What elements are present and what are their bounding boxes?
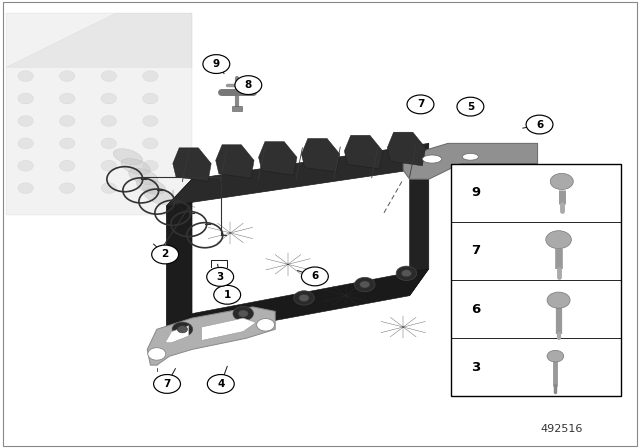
Circle shape [172, 322, 193, 336]
Circle shape [60, 93, 75, 104]
Circle shape [299, 294, 309, 302]
Circle shape [143, 71, 158, 82]
Text: 4: 4 [217, 379, 225, 389]
Circle shape [233, 306, 253, 321]
Text: 2: 2 [161, 250, 169, 259]
Circle shape [457, 97, 484, 116]
Ellipse shape [121, 159, 150, 175]
Polygon shape [166, 143, 429, 206]
Circle shape [18, 183, 33, 194]
Polygon shape [301, 138, 340, 172]
Text: 492516: 492516 [540, 424, 582, 434]
Circle shape [207, 375, 234, 393]
Polygon shape [410, 143, 429, 296]
Polygon shape [166, 269, 429, 340]
Circle shape [401, 270, 412, 277]
Circle shape [407, 95, 434, 114]
Ellipse shape [144, 188, 173, 204]
Bar [451, 164, 621, 396]
Text: 6: 6 [471, 302, 480, 316]
Circle shape [301, 267, 328, 286]
Text: 7: 7 [471, 244, 480, 258]
Circle shape [396, 266, 417, 280]
Circle shape [143, 183, 158, 194]
Text: 9: 9 [471, 186, 480, 199]
Circle shape [143, 93, 158, 104]
Polygon shape [344, 135, 383, 169]
Circle shape [177, 326, 188, 333]
Ellipse shape [113, 149, 143, 165]
Circle shape [207, 267, 234, 286]
Circle shape [238, 310, 248, 317]
Polygon shape [202, 318, 256, 340]
Circle shape [360, 281, 370, 288]
Circle shape [101, 138, 116, 149]
Text: 1: 1 [223, 290, 231, 300]
Circle shape [143, 160, 158, 171]
Circle shape [355, 277, 375, 292]
Circle shape [18, 93, 33, 104]
Ellipse shape [129, 168, 158, 185]
Circle shape [546, 231, 572, 249]
Polygon shape [403, 143, 538, 179]
Text: 3: 3 [471, 361, 480, 374]
Circle shape [526, 115, 553, 134]
Ellipse shape [136, 178, 166, 194]
Text: 9: 9 [212, 59, 220, 69]
Circle shape [294, 291, 314, 305]
Text: 6: 6 [311, 271, 319, 281]
Text: 7: 7 [163, 379, 171, 389]
Circle shape [18, 116, 33, 126]
Polygon shape [165, 326, 189, 343]
Circle shape [18, 138, 33, 149]
Circle shape [257, 319, 275, 331]
Text: 6: 6 [536, 120, 543, 129]
Text: 8: 8 [244, 80, 252, 90]
Circle shape [143, 116, 158, 126]
Circle shape [547, 350, 564, 362]
Circle shape [235, 76, 262, 95]
Circle shape [101, 160, 116, 171]
Ellipse shape [422, 155, 442, 163]
Polygon shape [173, 148, 211, 181]
Circle shape [60, 116, 75, 126]
Polygon shape [6, 13, 192, 67]
Ellipse shape [462, 153, 479, 160]
Polygon shape [216, 145, 254, 178]
Circle shape [101, 93, 116, 104]
Circle shape [101, 116, 116, 126]
Circle shape [203, 55, 230, 73]
Circle shape [60, 183, 75, 194]
Circle shape [547, 292, 570, 308]
Polygon shape [147, 307, 275, 365]
Circle shape [550, 173, 573, 190]
Circle shape [18, 160, 33, 171]
Polygon shape [387, 132, 426, 166]
Circle shape [154, 375, 180, 393]
Circle shape [60, 138, 75, 149]
Text: 7: 7 [417, 99, 424, 109]
Circle shape [143, 138, 158, 149]
Circle shape [101, 71, 116, 82]
Circle shape [214, 285, 241, 304]
Polygon shape [6, 13, 192, 215]
Text: 3: 3 [216, 272, 224, 282]
Circle shape [18, 71, 33, 82]
Text: 5: 5 [467, 102, 474, 112]
Bar [232, 106, 242, 111]
Circle shape [60, 160, 75, 171]
Circle shape [148, 348, 166, 360]
Circle shape [60, 71, 75, 82]
Circle shape [101, 183, 116, 194]
Circle shape [152, 245, 179, 264]
Polygon shape [259, 142, 297, 175]
Polygon shape [166, 179, 192, 340]
